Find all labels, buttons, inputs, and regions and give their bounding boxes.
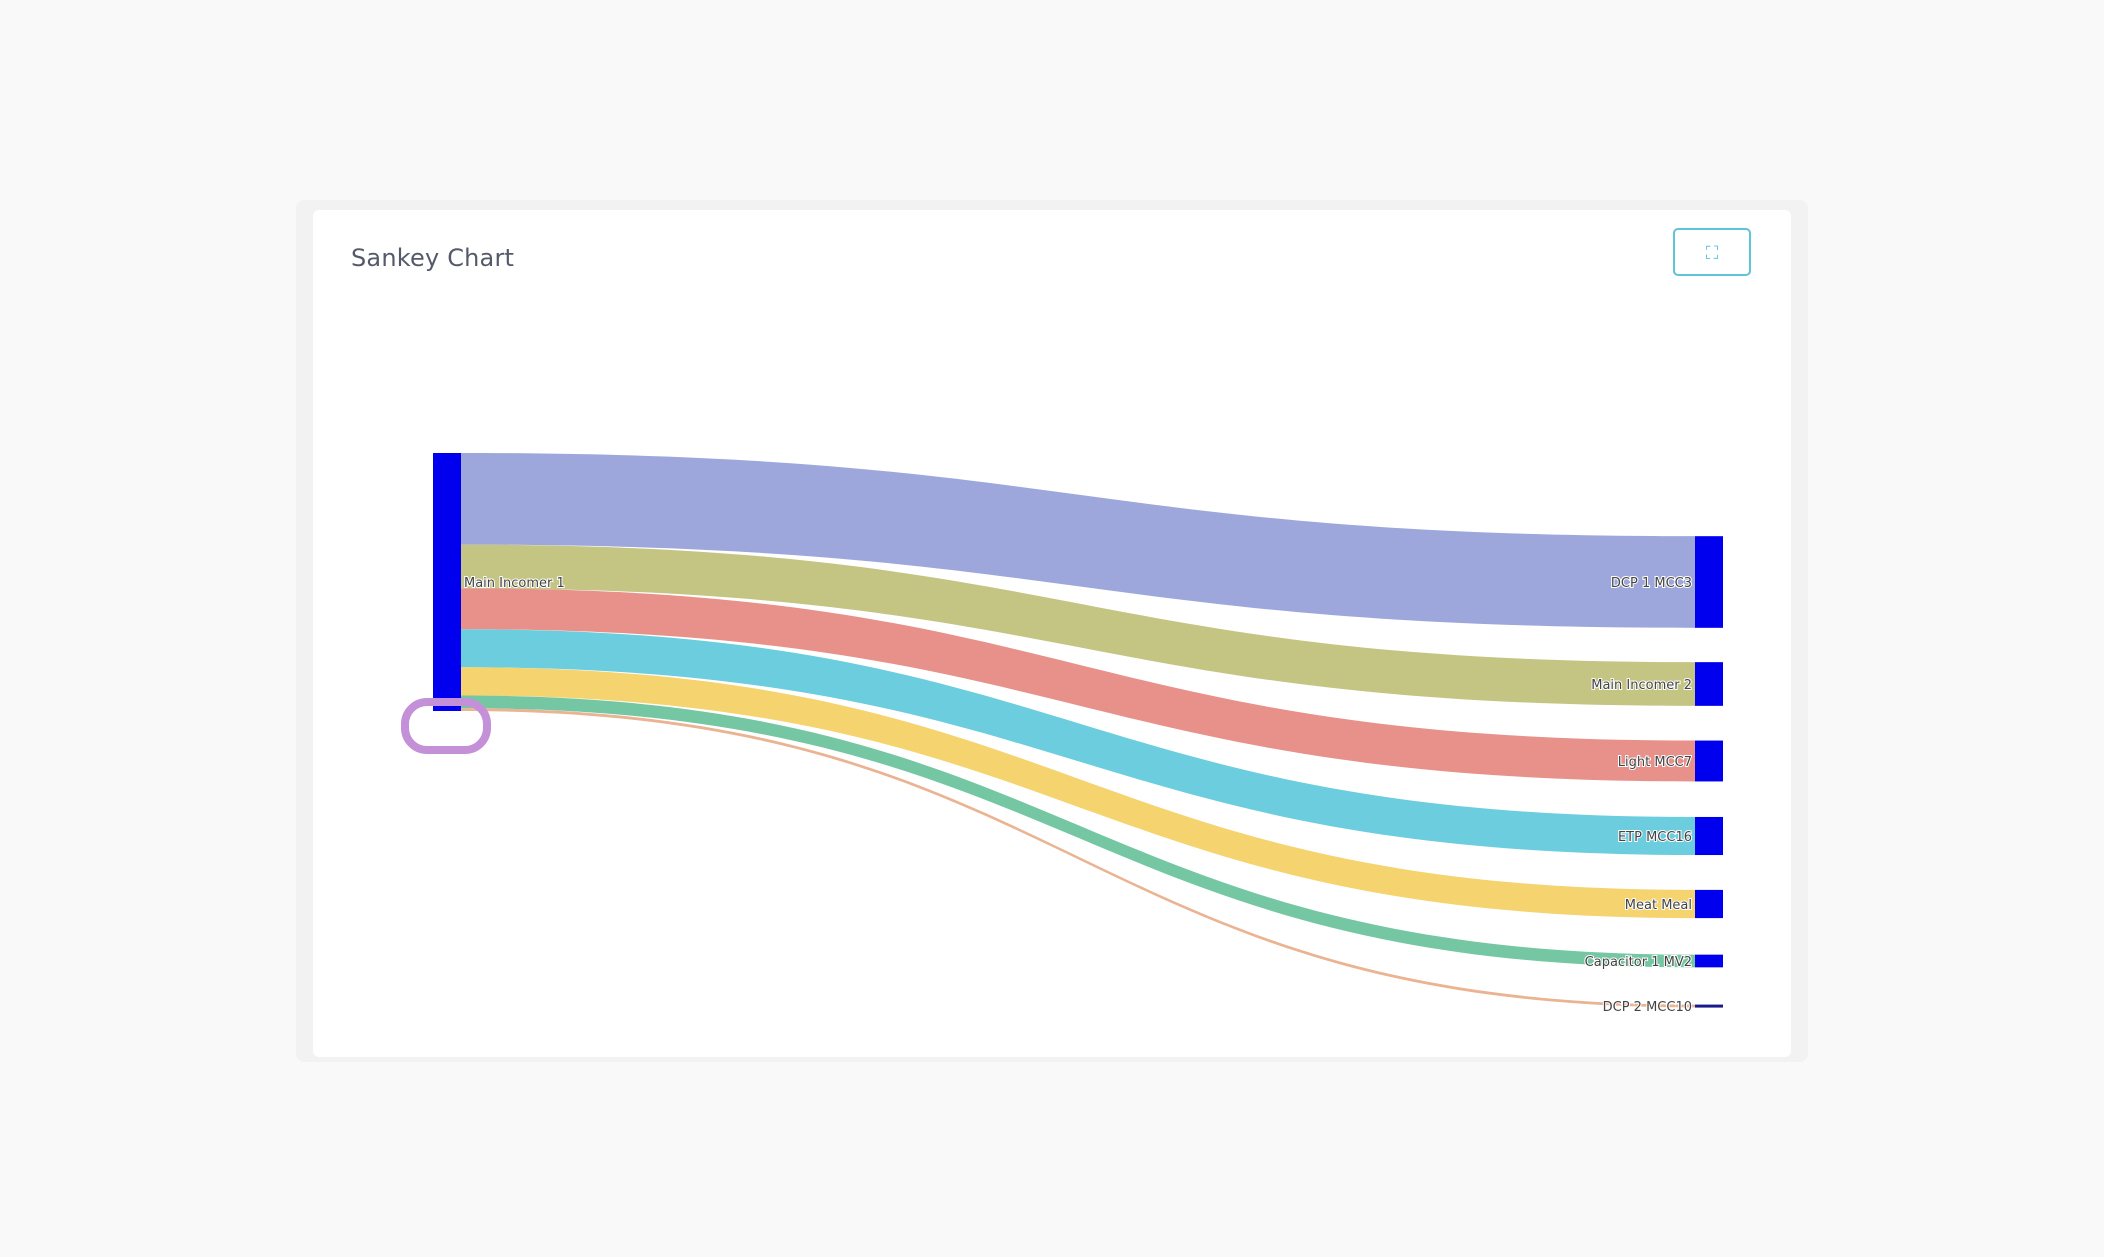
node-label-etp-mcc16: ETP MCC16 — [1618, 830, 1692, 845]
link-light-mcc7 — [461, 588, 1695, 782]
sankey-links — [461, 453, 1695, 1008]
fullscreen-icon: ⛶ — [1705, 243, 1719, 264]
node-label-light-mcc7: Light MCC7 — [1618, 755, 1692, 770]
node-label-capacitor-1-mv2: Capacitor 1 MV2 — [1585, 955, 1692, 970]
node-main-incomer-1 — [433, 453, 461, 711]
sankey-nodes — [401, 453, 1723, 1008]
node-light-mcc7 — [1695, 740, 1723, 782]
link-etp-mcc16 — [461, 629, 1695, 856]
node-label-meat-meal: Meat Meal — [1625, 898, 1692, 913]
card-title: Sankey Chart — [351, 244, 515, 272]
node-label-main-incomer-2: Main Incomer 2 — [1591, 678, 1692, 693]
node-capacitor-1-mv2 — [1695, 954, 1723, 968]
fullscreen-button[interactable]: ⛶ — [1673, 228, 1751, 276]
link-dcp-1-mcc3 — [461, 453, 1695, 628]
node-dcp-1-mcc3 — [1695, 536, 1723, 628]
link-meat-meal — [461, 667, 1695, 919]
sankey-labels: DCP 1 MCC3 Main Incomer 2 Light MCC7 ETP MC… — [463, 575, 1693, 1016]
node-selection-ring — [401, 698, 491, 754]
link-capacitor-1-mv2 — [461, 695, 1695, 968]
node-dcp-2-mcc10 — [1695, 1004, 1723, 1008]
link-dcp-2-mcc10 — [461, 708, 1695, 1008]
node-label-main-incomer-1: Main Incomer 1 — [464, 576, 565, 591]
node-etp-mcc16 — [1695, 816, 1723, 856]
node-main-incomer-2 — [1695, 662, 1723, 706]
link-main-incomer-2 — [461, 544, 1695, 706]
node-label-dcp-1-mcc3: DCP 1 MCC3 — [1611, 576, 1692, 591]
node-label-dcp-2-mcc10: DCP 2 MCC10 — [1603, 1000, 1692, 1015]
node-meat-meal — [1695, 889, 1723, 919]
